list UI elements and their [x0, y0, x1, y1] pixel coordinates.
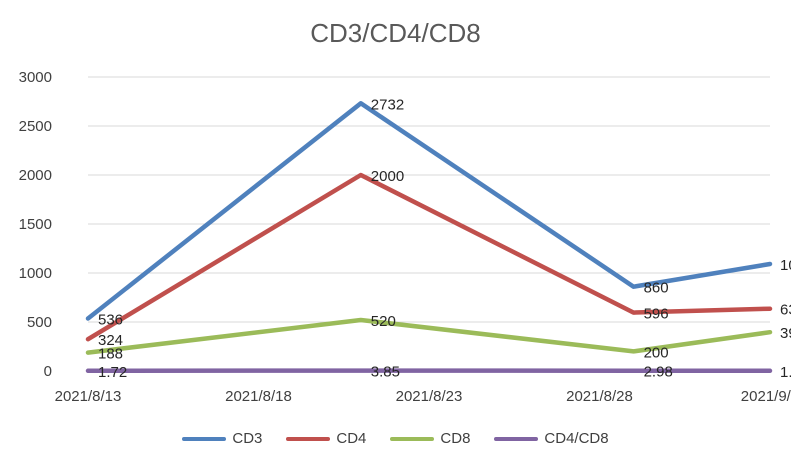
legend-item: CD8	[390, 430, 470, 447]
x-tick-label: 2021/8/28	[566, 388, 633, 405]
x-tick-label: 2021/8/23	[396, 388, 463, 405]
data-label: 2.98	[644, 364, 673, 381]
series-line-cd8	[85, 317, 773, 355]
legend-swatch	[494, 436, 539, 441]
data-label: 636	[780, 302, 791, 319]
data-label: 520	[371, 313, 396, 330]
x-tick-label: 2021/9/2	[741, 388, 791, 405]
legend-swatch	[390, 436, 435, 441]
y-tick-label: 3000	[19, 69, 52, 86]
data-label: 324	[98, 332, 123, 349]
legend-item: CD3	[182, 430, 262, 447]
legend-swatch	[182, 436, 227, 441]
y-tick-label: 1500	[19, 216, 52, 233]
x-tick-label: 2021/8/13	[55, 388, 122, 405]
data-label: 860	[644, 280, 669, 297]
data-label: 1092	[780, 257, 791, 274]
legend-swatch	[286, 436, 331, 441]
data-label: 396	[780, 325, 791, 342]
chart-title: CD3/CD4/CD8	[310, 18, 481, 48]
legend-item: CD4/CD8	[494, 430, 609, 447]
y-tick-label: 500	[27, 314, 52, 331]
data-label: 596	[644, 306, 669, 323]
x-tick-label: 2021/8/18	[225, 388, 292, 405]
y-tick-label: 2500	[19, 118, 52, 135]
legend-label: CD4	[336, 430, 367, 447]
y-tick-label: 0	[44, 363, 52, 380]
series-line-cd3	[85, 101, 773, 321]
data-label: 1.72	[98, 364, 127, 381]
legend-label: CD8	[440, 430, 471, 447]
legend: CD3 CD4 CD8 CD4/CD8	[0, 430, 791, 447]
legend-label: CD4/CD8	[544, 430, 609, 447]
y-tick-label: 2000	[19, 167, 52, 184]
y-tick-label: 1000	[19, 265, 52, 282]
series-line-cd4	[85, 172, 773, 342]
data-label: 200	[644, 344, 669, 361]
data-label: 3.85	[371, 364, 400, 381]
legend-item: CD4	[286, 430, 366, 447]
data-label: 2000	[371, 168, 404, 185]
data-label: 536	[98, 311, 123, 328]
legend-label: CD3	[232, 430, 263, 447]
data-label: 1.61	[780, 364, 791, 381]
data-label: 2732	[371, 96, 404, 113]
data-label: 188	[98, 346, 123, 363]
